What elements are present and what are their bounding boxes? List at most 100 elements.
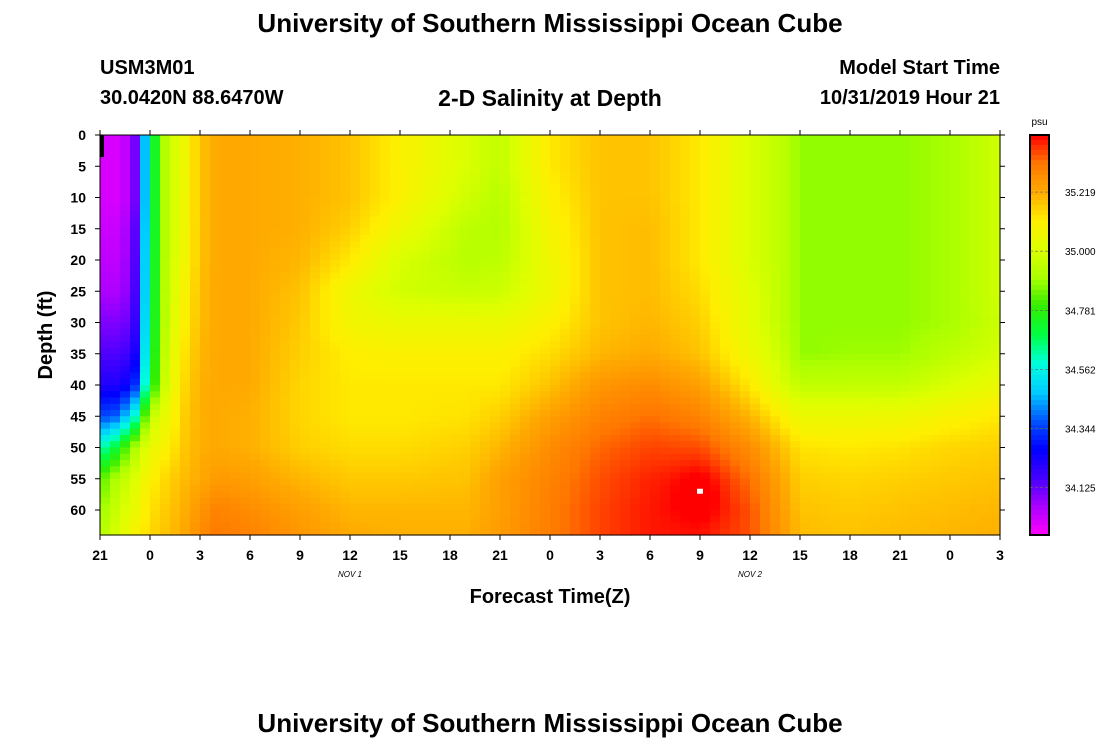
heatmap-cell (100, 172, 111, 180)
heatmap-cell (480, 385, 491, 392)
heatmap-cell (770, 372, 781, 380)
heatmap-cell (460, 266, 471, 274)
heatmap-cell (430, 353, 441, 361)
heatmap-cell (540, 185, 551, 192)
heatmap-cell (570, 335, 581, 342)
heatmap-cell (770, 260, 781, 267)
heatmap-cell (870, 453, 881, 461)
heatmap-cell (610, 416, 621, 424)
heatmap-cell (170, 253, 181, 261)
heatmap-cell (600, 303, 611, 311)
heatmap-cell (140, 172, 151, 180)
heatmap-cell (270, 322, 281, 330)
heatmap-cell (410, 366, 421, 374)
heatmap-cell (120, 447, 131, 455)
heatmap-cell (650, 347, 661, 355)
heatmap-cell (570, 397, 581, 405)
heatmap-cell (190, 428, 201, 436)
heatmap-cell (270, 397, 281, 405)
heatmap-cell (120, 297, 131, 305)
heatmap-cell (410, 453, 421, 461)
heatmap-cell (870, 141, 881, 149)
heatmap-cell (700, 241, 711, 249)
heatmap-cell (360, 178, 371, 186)
heatmap-cell (810, 310, 821, 317)
heatmap-cell (380, 222, 391, 230)
heatmap-cell (730, 147, 741, 155)
heatmap-cell (400, 466, 411, 474)
heatmap-cell (840, 410, 851, 417)
heatmap-cell (750, 347, 761, 355)
heatmap-cell (330, 141, 341, 149)
heatmap-cell (200, 310, 211, 317)
heatmap-cell (150, 447, 161, 455)
heatmap-cell (450, 422, 461, 430)
heatmap-cell (630, 341, 641, 349)
heatmap-cell (100, 378, 111, 386)
heatmap-cell (160, 322, 171, 330)
heatmap-cell (430, 347, 441, 355)
heatmap-cell (890, 253, 901, 261)
heatmap-cell (530, 422, 541, 430)
heatmap-cell (770, 153, 781, 161)
heatmap-cell (190, 291, 201, 299)
heatmap-cell (630, 466, 641, 474)
heatmap-cell (450, 241, 461, 249)
heatmap-cell (520, 341, 531, 349)
heatmap-cell (400, 203, 411, 211)
heatmap-cell (350, 228, 361, 236)
heatmap-cell (340, 272, 351, 280)
heatmap-cell (780, 453, 791, 461)
heatmap-cell (300, 366, 311, 374)
heatmap-cell (910, 272, 921, 280)
heatmap-cell (340, 353, 351, 361)
heatmap-cell (990, 366, 1001, 374)
heatmap-cell (120, 266, 131, 274)
heatmap-cell (190, 241, 201, 249)
heatmap-cell (760, 247, 771, 255)
heatmap-cell (780, 166, 791, 174)
heatmap-cell (840, 353, 851, 361)
heatmap-cell (590, 360, 601, 367)
heatmap-cell (630, 385, 641, 392)
heatmap-cell (970, 278, 981, 286)
heatmap-cell (800, 403, 811, 411)
heatmap-cell (660, 216, 671, 224)
heatmap-cell (190, 466, 201, 474)
heatmap-cell (230, 166, 241, 174)
heatmap-cell (510, 391, 521, 399)
heatmap-cell (730, 435, 741, 442)
heatmap-cell (710, 235, 721, 242)
heatmap-cell (190, 378, 201, 386)
heatmap-cell (380, 441, 391, 449)
heatmap-cell (950, 241, 961, 249)
heatmap-cell (690, 328, 701, 336)
heatmap-cell (330, 366, 341, 374)
heatmap-cell (720, 385, 731, 392)
heatmap-cell (720, 228, 731, 236)
heatmap-cell (700, 172, 711, 180)
heatmap-cell (800, 335, 811, 342)
heatmap-cell (610, 391, 621, 399)
heatmap-cell (910, 403, 921, 411)
heatmap-cell (510, 397, 521, 405)
heatmap-cell (360, 366, 371, 374)
heatmap-cell (490, 303, 501, 311)
heatmap-cell (180, 372, 191, 380)
heatmap-cell (200, 378, 211, 386)
heatmap-cell (600, 172, 611, 180)
heatmap-cell (310, 147, 321, 155)
heatmap-cell (430, 135, 441, 142)
heatmap-cell (860, 428, 871, 436)
heatmap-cell (460, 285, 471, 292)
heatmap-cell (630, 403, 641, 411)
heatmap-cell (120, 191, 131, 199)
model-start-label: Model Start Time (839, 57, 1000, 79)
heatmap-cell (590, 253, 601, 261)
heatmap-cell (940, 285, 951, 292)
heatmap-cell (610, 466, 621, 474)
heatmap-cell (450, 391, 461, 399)
heatmap-cell (640, 428, 651, 436)
heatmap-cell (620, 372, 631, 380)
heatmap-cell (350, 347, 361, 355)
